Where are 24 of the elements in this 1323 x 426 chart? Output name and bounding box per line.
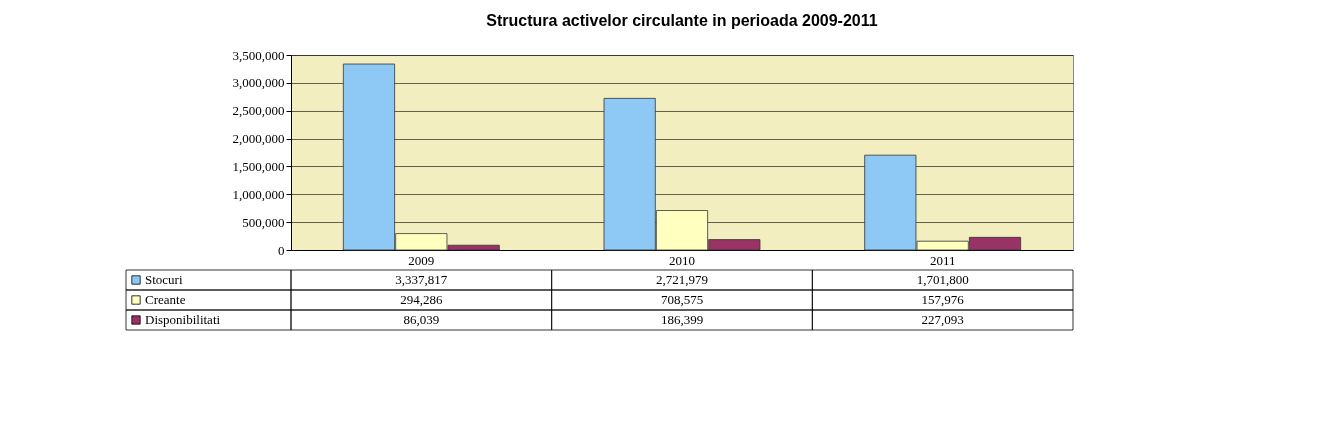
data-label: 708,575 bbox=[660, 292, 704, 307]
data-label: 86,039 bbox=[403, 312, 440, 327]
y-tick-label: 2,500,000 bbox=[232, 103, 285, 119]
legend-label: Stocuri bbox=[145, 272, 183, 287]
y-tick-label: 500,000 bbox=[242, 214, 285, 230]
data-label: 1,701,800 bbox=[916, 272, 969, 287]
data-label: 3,337,817 bbox=[395, 272, 448, 287]
y-tick-label: 2,000,000 bbox=[232, 131, 285, 147]
y-tick-label: 3,000,000 bbox=[232, 75, 285, 91]
x-tick-label: 2010 bbox=[669, 252, 695, 268]
legend-label: Creante bbox=[145, 292, 186, 307]
x-tick-label: 2009 bbox=[408, 252, 435, 268]
y-tick-label: 1,500,000 bbox=[232, 158, 285, 174]
chart-title: Structura activelor circulante in perioada 2009-2011 bbox=[486, 12, 878, 29]
y-tick-label: 0 bbox=[278, 242, 285, 258]
data-label: 2,721,979 bbox=[656, 272, 708, 287]
data-label: 227,093 bbox=[921, 312, 964, 327]
data-label: 294,286 bbox=[400, 292, 443, 307]
data-label: 186,399 bbox=[660, 312, 704, 327]
data-label: 157,976 bbox=[921, 292, 965, 307]
legend-label: Disponibilitati bbox=[145, 312, 221, 327]
y-tick-label: 1,000,000 bbox=[232, 186, 285, 202]
x-tick-label: 2011 bbox=[929, 252, 956, 268]
y-tick-label: 3,500,000 bbox=[232, 47, 285, 63]
